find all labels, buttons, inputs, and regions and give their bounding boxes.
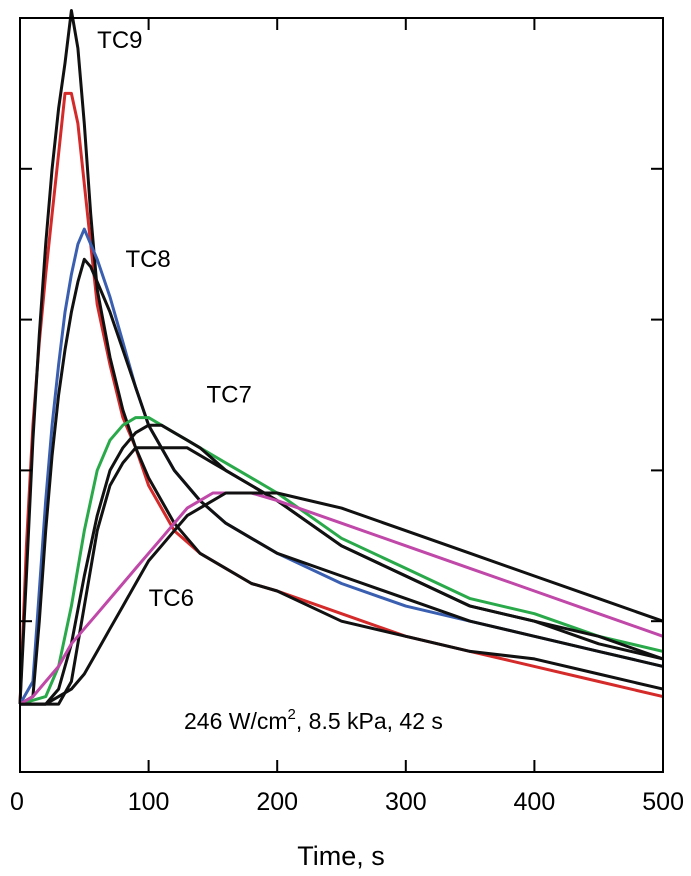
series-label-tc7: TC7 <box>206 382 251 409</box>
series-label-tc6: TC6 <box>149 585 194 612</box>
labels-layer: TC9 TC8 TC7 TC6 <box>97 27 252 612</box>
x-tick-label: 400 <box>514 788 556 816</box>
ticks-layer: 0 100 200 300 400 500 <box>10 17 684 816</box>
series-layer <box>18 9 664 706</box>
x-tick-label: 0 <box>10 788 24 816</box>
annotation-text: 246 W/cm2, 8.5 kPa, 42 s <box>184 706 443 734</box>
series-line-tc8-3 <box>19 257 664 706</box>
x-tick-label: 500 <box>642 788 684 816</box>
plot-frame <box>19 17 664 773</box>
series-line-tc7-5 <box>20 423 664 706</box>
series-label-tc8: TC8 <box>125 246 170 273</box>
series-line-tc8-2 <box>18 227 664 705</box>
x-tick-label: 100 <box>128 788 170 816</box>
series-line-tc9-1 <box>18 9 664 705</box>
series-label-tc9: TC9 <box>97 27 142 54</box>
x-axis-title: Time, s <box>297 841 385 871</box>
x-tick-label: 200 <box>256 788 298 816</box>
series-line-tc9-0 <box>18 91 664 705</box>
series-line-tc6-7 <box>19 491 664 706</box>
series-line-tc7-6 <box>20 446 664 706</box>
x-tick-label: 300 <box>385 788 427 816</box>
series-line-tc6-8 <box>20 491 664 706</box>
